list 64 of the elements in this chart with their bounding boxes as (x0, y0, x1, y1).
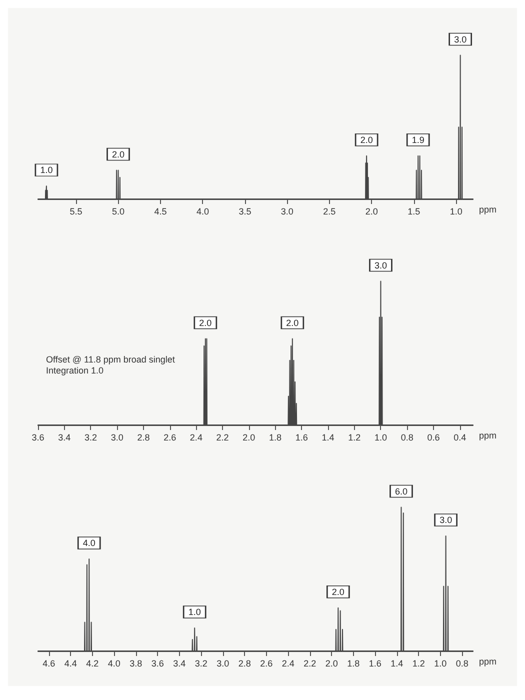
x-tick-label: 2.5 (323, 206, 336, 216)
x-tick-label: 1.8 (269, 432, 282, 442)
x-tick-label: 1.6 (295, 432, 308, 442)
x-tick-label: 3.4 (58, 432, 71, 442)
x-tick-label: 2.6 (164, 432, 176, 442)
annotation: 3.0 (440, 515, 452, 525)
annotation: 1.0 (40, 165, 53, 176)
x-tick-label: 2.0 (365, 206, 378, 216)
x-axis-title: ppm (479, 656, 497, 666)
x-tick-label: 1.4 (322, 432, 334, 442)
x-tick-label: 3.5 (238, 206, 252, 216)
x-tick-label: 5.0 (112, 206, 124, 216)
annotation: 2.0 (199, 318, 212, 328)
x-tick-label: 4.6 (42, 658, 56, 668)
x-tick-label: 4.0 (196, 206, 209, 216)
x-tick-label: 2.8 (137, 432, 150, 442)
annotation: 3.0 (454, 34, 467, 44)
x-tick-label: 3.2 (84, 432, 97, 442)
x-axis-title: ppm (479, 204, 497, 214)
x-tick-label: 3.4 (173, 658, 186, 668)
x-tick-label: 4.0 (108, 658, 120, 668)
x-tick-label: 2.0 (325, 658, 338, 668)
x-tick-label: 1.0 (434, 658, 447, 668)
annotation: 2.0 (360, 134, 373, 145)
x-tick-label: 3.0 (216, 658, 230, 668)
x-tick-label: 0.8 (400, 432, 414, 442)
x-tick-label: 0.4 (454, 432, 466, 442)
x-tick-label: 1.0 (374, 432, 387, 442)
annotation: 4.0 (82, 538, 96, 548)
x-tick-label: 2.2 (304, 658, 316, 668)
annotation: 1.9 (412, 134, 424, 145)
annotation: 1.0 (188, 607, 201, 617)
x-tick-label: 3.0 (280, 206, 294, 216)
x-tick-label: 3.6 (32, 432, 44, 442)
x-tick-label: 2.0 (242, 432, 256, 442)
x-tick-label: 4.5 (154, 206, 167, 216)
x-tick-label: 2.4 (282, 658, 294, 668)
x-tick-label: 1.5 (408, 206, 420, 216)
x-tick-label: 1.4 (390, 658, 404, 668)
x-tick-label: 2.4 (190, 432, 202, 442)
x-tick-label: 3.0 (110, 432, 124, 442)
annotation: 2.0 (286, 318, 299, 328)
x-tick-label: 2.2 (216, 432, 229, 442)
x-tick-label: 1.0 (450, 206, 462, 216)
annotation: 6.0 (394, 486, 408, 496)
x-tick-label: 1.2 (348, 432, 361, 442)
x-tick-label: 1.8 (347, 658, 360, 668)
x-tick-label: 1.6 (368, 658, 382, 668)
x-tick-label: 0.8 (456, 658, 468, 668)
x-tick-label: 1.2 (412, 658, 425, 668)
annotation: Offset @ 11.8 ppm broad singlet Integration 1.0 (46, 354, 176, 376)
annotation: 3.0 (374, 260, 387, 270)
x-tick-label: 3.8 (130, 658, 142, 668)
annotation: 2.0 (112, 149, 124, 160)
x-tick-label: 3.6 (151, 658, 164, 668)
x-axis-title: ppm (479, 430, 497, 440)
x-tick-label: 3.2 (194, 658, 208, 668)
x-tick-label: 2.8 (238, 658, 251, 668)
x-tick-label: 4.2 (86, 658, 99, 668)
x-tick-label: 2.6 (260, 658, 273, 668)
x-tick-label: 5.5 (70, 206, 82, 216)
x-tick-label: 0.6 (427, 432, 440, 442)
annotation: 2.0 (332, 586, 344, 597)
x-tick-label: 4.4 (64, 658, 77, 668)
